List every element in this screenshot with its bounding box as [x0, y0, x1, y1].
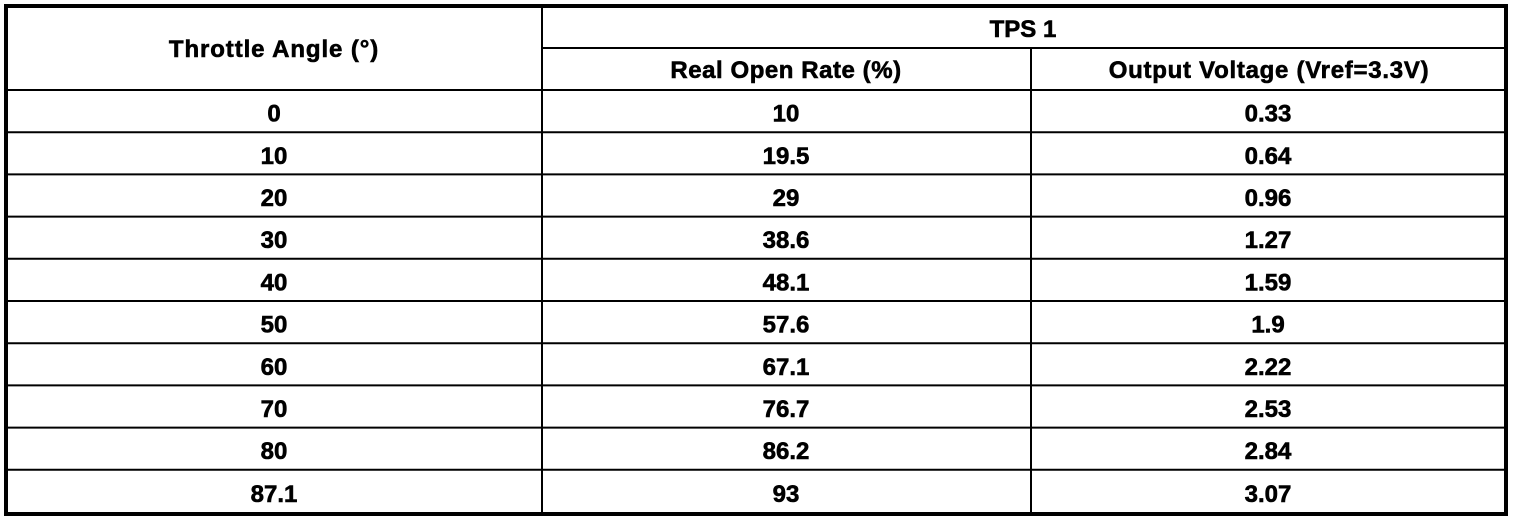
svg-text:2.22: 2.22 — [1245, 354, 1292, 381]
svg-text:76.7: 76.7 — [763, 396, 810, 423]
svg-text:10: 10 — [261, 143, 288, 170]
svg-text:48.1: 48.1 — [763, 269, 810, 296]
svg-text:70: 70 — [261, 396, 288, 423]
svg-text:60: 60 — [261, 354, 288, 381]
svg-text:Real Open Rate (%): Real Open Rate (%) — [670, 57, 901, 84]
svg-text:1.9: 1.9 — [1251, 312, 1284, 339]
svg-text:57.6: 57.6 — [763, 312, 810, 339]
svg-text:Output Voltage (Vref=3.3V): Output Voltage (Vref=3.3V) — [1109, 57, 1430, 84]
svg-text:80: 80 — [261, 438, 288, 465]
svg-text:TPS 1: TPS 1 — [990, 16, 1057, 43]
svg-text:10: 10 — [773, 101, 800, 128]
svg-text:19.5: 19.5 — [763, 143, 810, 170]
svg-text:2.84: 2.84 — [1245, 438, 1292, 465]
svg-text:Throttle Angle (°): Throttle Angle (°) — [169, 36, 379, 63]
svg-text:20: 20 — [261, 185, 288, 212]
svg-text:1.27: 1.27 — [1245, 227, 1292, 254]
svg-text:3.07: 3.07 — [1245, 481, 1292, 508]
svg-text:38.6: 38.6 — [763, 227, 810, 254]
svg-text:29: 29 — [773, 185, 800, 212]
svg-text:67.1: 67.1 — [763, 354, 810, 381]
svg-text:0: 0 — [267, 101, 280, 128]
svg-text:2.53: 2.53 — [1245, 396, 1292, 423]
svg-text:0.33: 0.33 — [1245, 101, 1292, 128]
svg-text:87.1: 87.1 — [251, 481, 298, 508]
svg-text:1.59: 1.59 — [1245, 269, 1292, 296]
svg-text:0.64: 0.64 — [1245, 143, 1292, 170]
svg-text:86.2: 86.2 — [763, 438, 810, 465]
svg-text:93: 93 — [773, 481, 800, 508]
svg-text:40: 40 — [261, 269, 288, 296]
svg-text:30: 30 — [261, 227, 288, 254]
svg-text:50: 50 — [261, 312, 288, 339]
svg-text:0.96: 0.96 — [1245, 185, 1292, 212]
